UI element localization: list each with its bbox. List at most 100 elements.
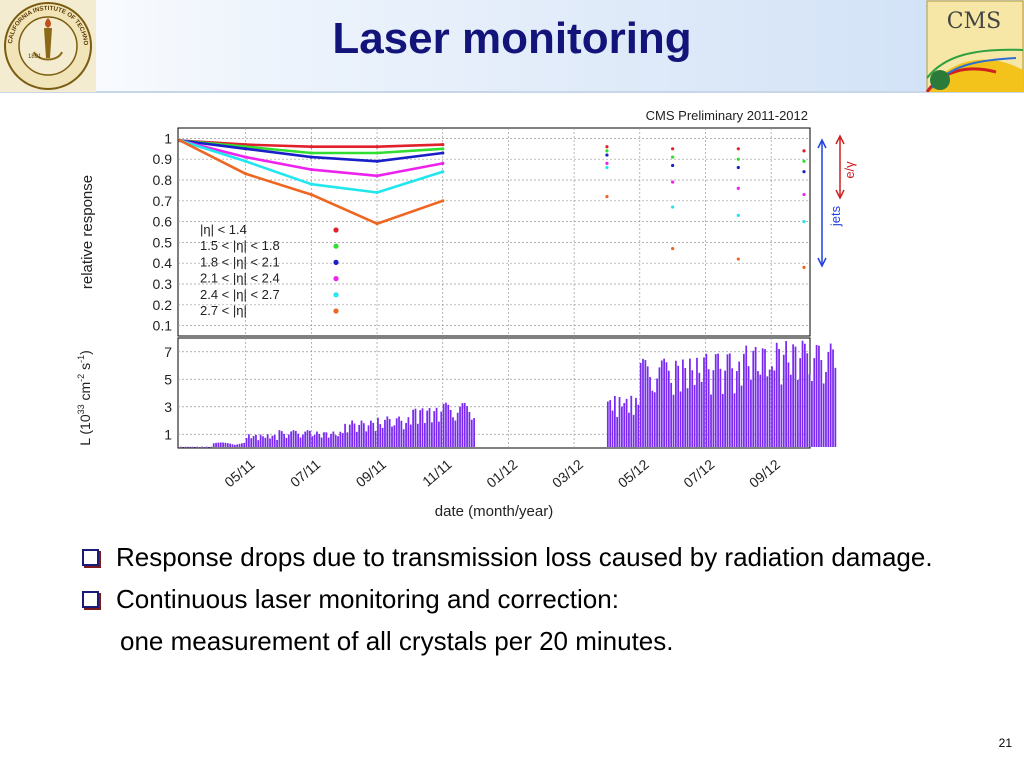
luminosity-bar bbox=[233, 444, 236, 447]
luminosity-bar bbox=[348, 424, 351, 447]
luminosity-bar bbox=[351, 420, 353, 447]
response-point bbox=[802, 149, 806, 153]
luminosity-bar bbox=[428, 408, 431, 447]
slide-title: Laser monitoring bbox=[332, 14, 692, 63]
luminosity-bar bbox=[731, 368, 734, 447]
luminosity-bar bbox=[735, 371, 738, 447]
luminosity-bar bbox=[700, 381, 703, 447]
luminosity-bar bbox=[224, 442, 227, 447]
luminosity-bar bbox=[400, 420, 403, 447]
response-y-tick-label: 0.1 bbox=[153, 318, 173, 334]
luminosity-bar bbox=[210, 446, 213, 448]
luminosity-bar bbox=[198, 447, 201, 448]
response-point bbox=[802, 220, 806, 224]
luminosity-bar bbox=[344, 423, 346, 447]
luminosity-bar bbox=[276, 439, 278, 447]
luminosity-bar bbox=[623, 403, 626, 447]
caltech-year: 1891 bbox=[28, 54, 42, 60]
luminosity-bar bbox=[463, 402, 466, 447]
x-tick-label: 03/12 bbox=[549, 456, 586, 491]
luminosity-bar bbox=[423, 423, 426, 447]
luminosity-bar bbox=[801, 340, 804, 447]
response-point bbox=[605, 165, 609, 170]
luminosity-bar bbox=[323, 432, 325, 447]
legend-marker bbox=[333, 227, 339, 233]
legend-marker bbox=[333, 276, 339, 282]
luminosity-bar bbox=[212, 443, 215, 447]
luminosity-bar bbox=[686, 388, 689, 447]
luminosity-bar bbox=[304, 431, 307, 447]
luminosity-bar bbox=[461, 403, 464, 447]
luminosity-bar bbox=[203, 447, 206, 448]
response-y-tick-label: 0.5 bbox=[153, 234, 173, 250]
luminosity-bar bbox=[208, 447, 210, 448]
luminosity-bar bbox=[674, 360, 677, 447]
luminosity-bar bbox=[663, 358, 665, 447]
luminosity-bar bbox=[750, 380, 752, 447]
response-point bbox=[736, 157, 740, 161]
luminosity-y-ticks: 7 5 3 1 bbox=[164, 344, 172, 443]
luminosity-y-label: L (1033 cm-2 s-1) bbox=[76, 350, 93, 446]
luminosity-bar bbox=[818, 345, 820, 447]
luminosity-bar bbox=[714, 354, 717, 447]
luminosity-bar bbox=[618, 397, 621, 447]
luminosity-bar bbox=[468, 411, 471, 447]
luminosity-bar bbox=[780, 384, 783, 447]
bullet-text: Continuous laser monitoring and correcti… bbox=[116, 584, 619, 614]
luminosity-bar bbox=[309, 430, 311, 447]
luminosity-bar bbox=[191, 446, 194, 448]
luminosity-bar bbox=[799, 358, 802, 447]
luminosity-bar bbox=[264, 437, 267, 447]
luminosity-bar bbox=[832, 349, 834, 447]
luminosity-bar bbox=[215, 442, 217, 447]
response-y-tick-label: 0.6 bbox=[153, 214, 173, 230]
luminosity-bar bbox=[611, 410, 614, 447]
x-tick-label: 05/12 bbox=[615, 456, 652, 491]
response-y-tick-label: 0.2 bbox=[153, 297, 173, 313]
luminosity-bar bbox=[794, 346, 797, 447]
luminosity-bar bbox=[370, 420, 372, 447]
luminosity-bar bbox=[262, 436, 264, 447]
luminosity-bar bbox=[301, 434, 304, 447]
luminosity-bar bbox=[470, 419, 473, 447]
response-point bbox=[802, 159, 806, 163]
luminosity-bar bbox=[616, 417, 619, 447]
luminosity-bar bbox=[787, 362, 790, 447]
bullet-item: Continuous laser monitoring and correcti… bbox=[78, 582, 938, 616]
luminosity-bar bbox=[660, 360, 663, 447]
luminosity-bar bbox=[386, 416, 389, 447]
legend-marker bbox=[333, 292, 339, 298]
luminosity-bar bbox=[442, 403, 445, 447]
luminosity-bar bbox=[407, 417, 410, 447]
luminosity-bar bbox=[332, 431, 335, 447]
legend-label: 2.4 < |η| < 2.7 bbox=[200, 287, 280, 302]
luminosity-bar bbox=[449, 409, 452, 447]
response-point bbox=[736, 186, 740, 190]
response-point bbox=[441, 143, 445, 147]
luminosity-bar bbox=[630, 395, 633, 447]
luminosity-bar bbox=[271, 435, 274, 447]
luminosity-bar bbox=[219, 442, 222, 447]
luminosity-bar bbox=[738, 361, 741, 447]
luminosity-bar bbox=[280, 431, 283, 447]
luminosity-bar bbox=[642, 358, 644, 447]
luminosity-bar bbox=[433, 411, 436, 447]
luminosity-bar bbox=[806, 353, 809, 447]
legend-marker bbox=[333, 259, 339, 265]
luminosity-bar bbox=[306, 430, 309, 447]
response-point bbox=[736, 257, 740, 261]
luminosity-bar bbox=[759, 374, 762, 447]
luminosity-bar bbox=[456, 412, 459, 447]
luminosity-bar bbox=[384, 419, 386, 447]
x-tick-label: 09/12 bbox=[746, 456, 783, 491]
luminosity-bar bbox=[724, 370, 726, 447]
response-point bbox=[802, 265, 806, 269]
x-tick-label: 11/11 bbox=[419, 456, 455, 490]
luminosity-bar bbox=[667, 370, 670, 447]
luminosity-bar bbox=[658, 367, 661, 447]
bullet-continuation: one measurement of all crystals per 20 m… bbox=[120, 626, 674, 656]
luminosity-bar bbox=[653, 392, 656, 447]
luminosity-bar bbox=[815, 344, 818, 447]
luminosity-bar bbox=[194, 446, 196, 448]
response-point bbox=[178, 138, 182, 143]
